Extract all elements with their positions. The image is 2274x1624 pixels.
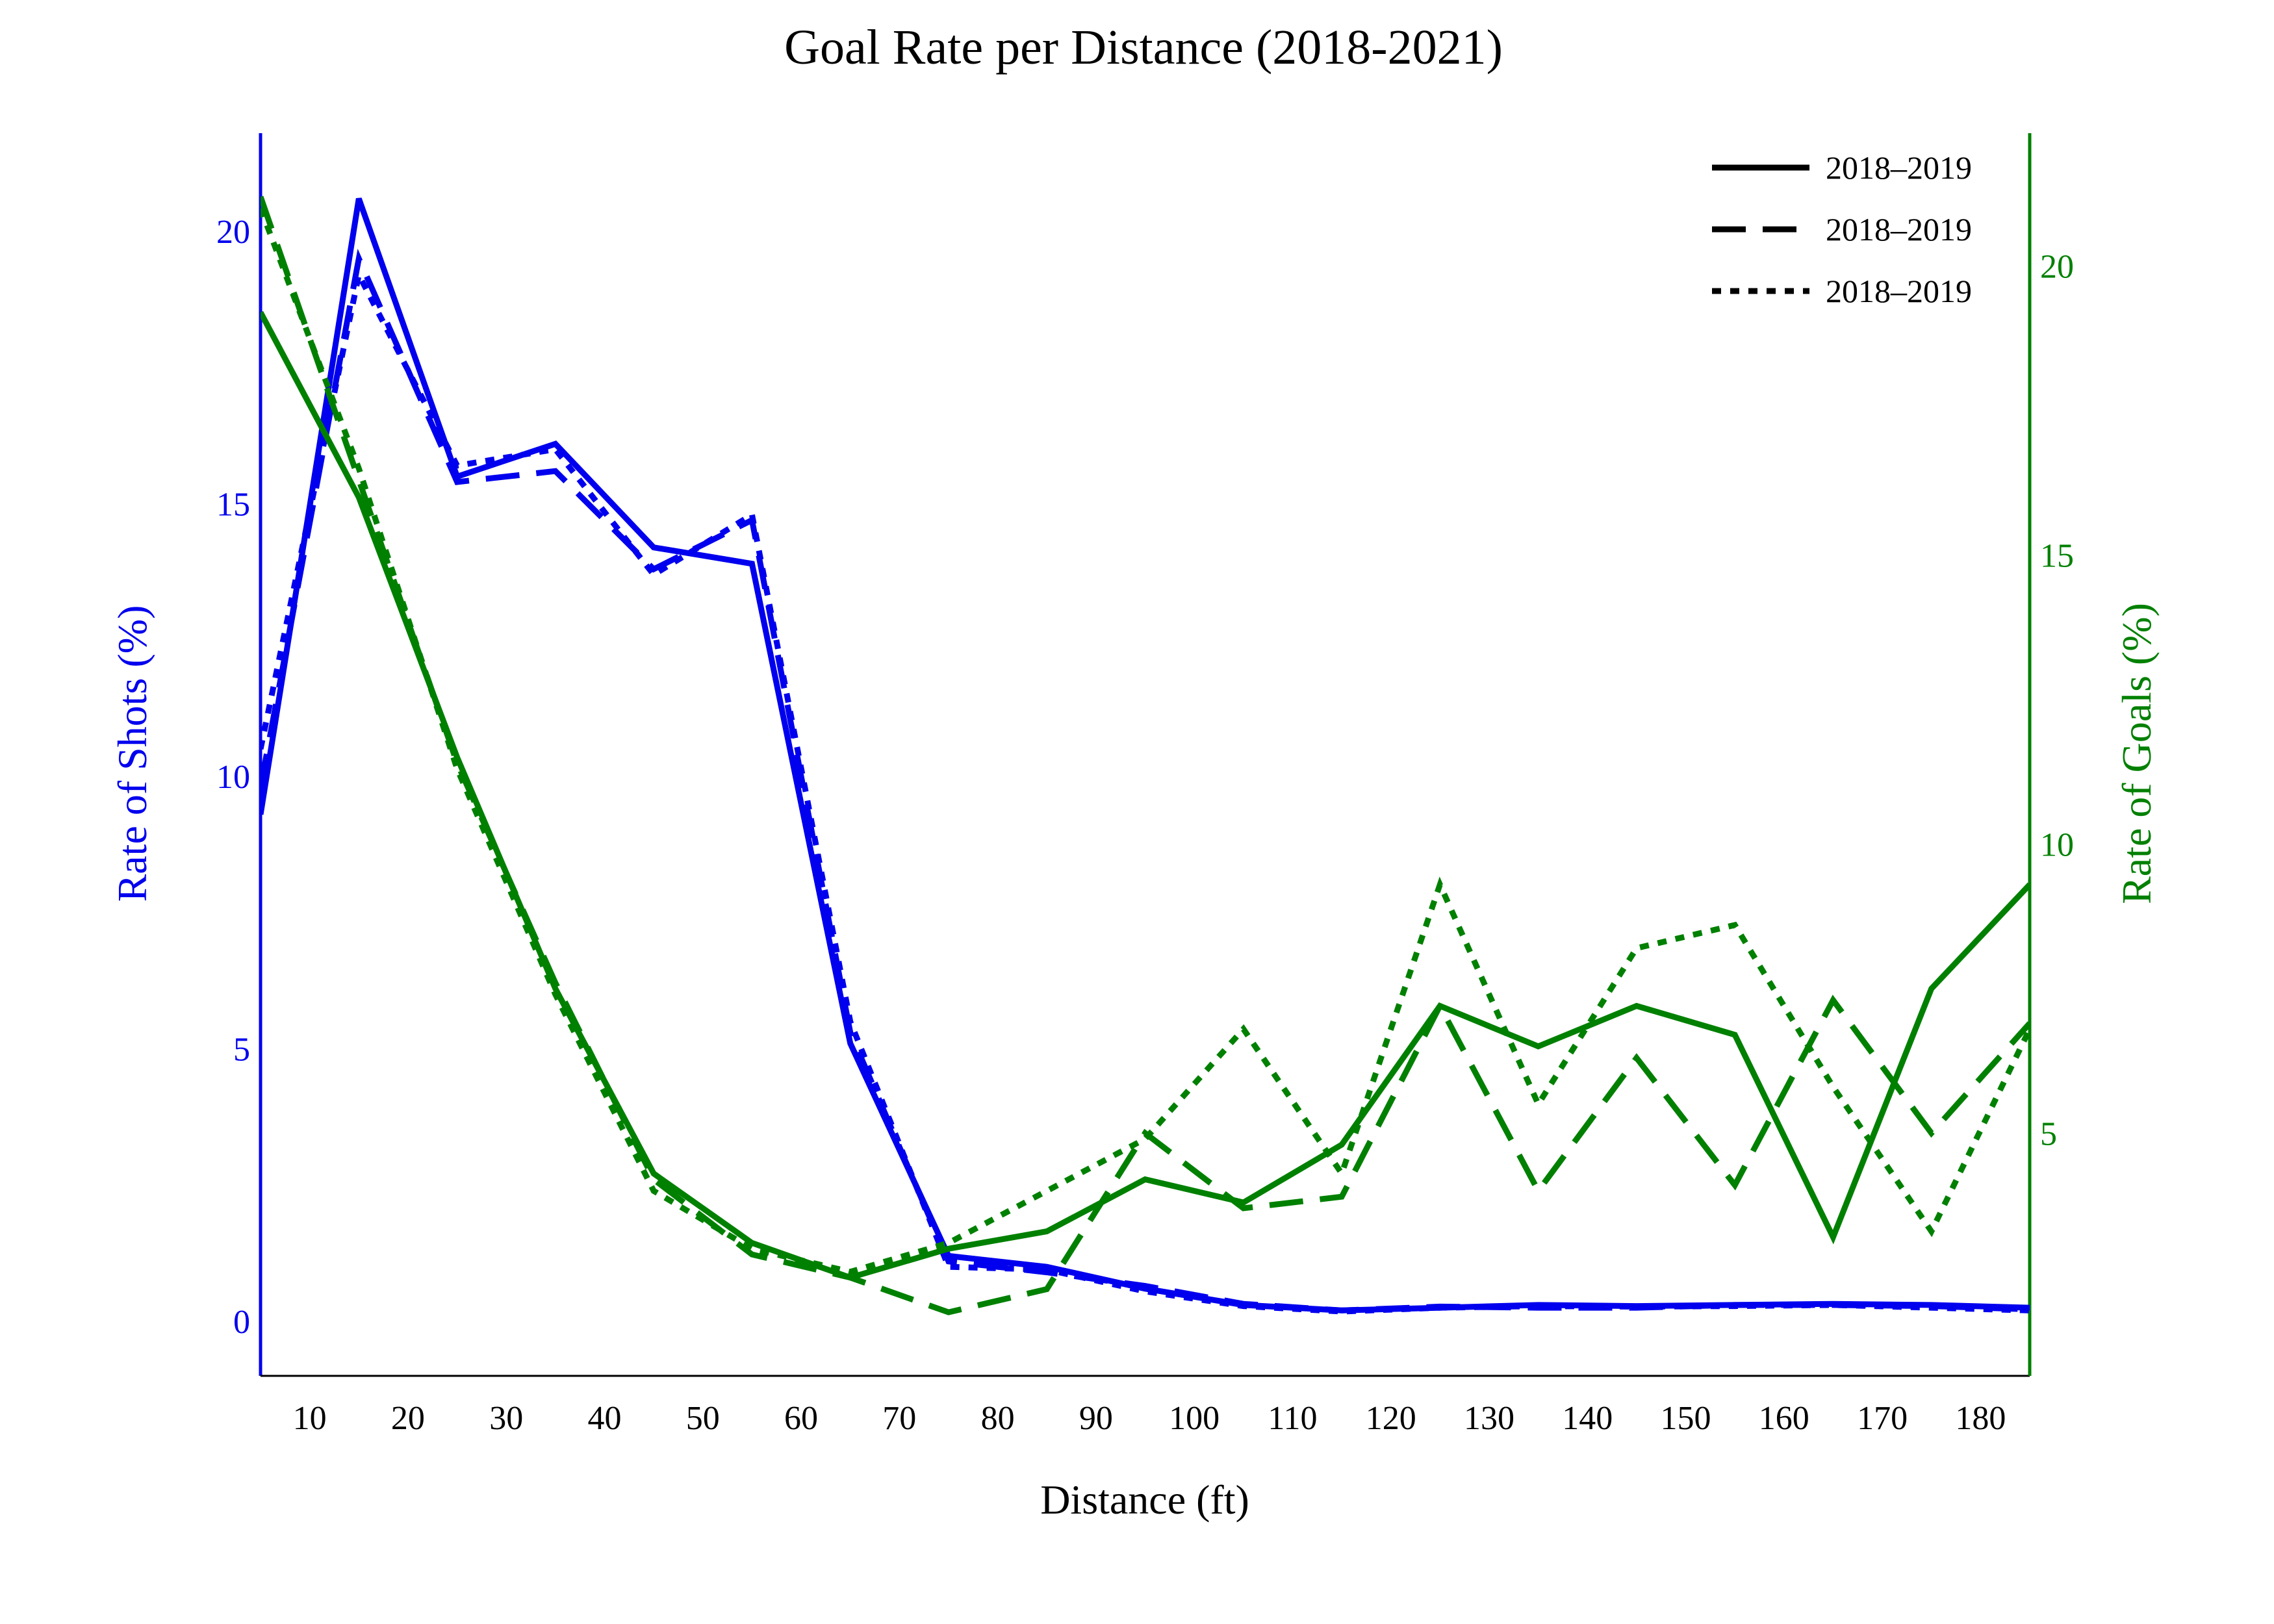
- x-tick-label: 150: [1661, 1400, 1711, 1437]
- x-tick-label: 160: [1759, 1400, 1809, 1437]
- y-left-tick-labels: 0 5 10 15 20: [216, 214, 250, 1341]
- x-tick-label: 130: [1464, 1400, 1514, 1437]
- x-tick-label: 120: [1366, 1400, 1416, 1437]
- chart-title: Goal Rate per Distance (2018-2021): [784, 20, 1503, 75]
- y-axis-right-label: Rate of Goals (%): [2114, 603, 2160, 904]
- y-left-tick-label: 10: [216, 759, 250, 796]
- legend-label: 2018–2019: [1826, 211, 1972, 247]
- legend-label: 2018–2019: [1826, 273, 1972, 309]
- series-lines: [261, 196, 2030, 1315]
- x-tick-label: 50: [686, 1400, 720, 1437]
- y-axis-left-label: Rate of Shots (%): [109, 605, 155, 902]
- y-right-tick-labels: 5 10 15 20: [2040, 249, 2074, 1153]
- x-tick-label: 100: [1169, 1400, 1220, 1437]
- x-tick-label: 170: [1857, 1400, 1908, 1437]
- x-tick-label: 140: [1562, 1400, 1613, 1437]
- goals-line-dash: [261, 196, 2030, 1315]
- y-left-tick-label: 5: [233, 1032, 250, 1069]
- shots-line-solid: [261, 197, 2030, 1313]
- x-tick-label: 10: [293, 1400, 327, 1437]
- y-right-tick-label: 10: [2040, 826, 2074, 863]
- goals-line-solid: [261, 311, 2030, 1281]
- x-tick-label: 40: [587, 1400, 621, 1437]
- x-tick-labels: 10 20 30 40 50 60 70 80 90 100 110 120 130 140 150 160 1…: [293, 1400, 2006, 1437]
- y-right-tick-label: 20: [2040, 249, 2074, 286]
- x-tick-label: 20: [391, 1400, 425, 1437]
- x-tick-label: 90: [1079, 1400, 1113, 1437]
- legend: 2018–2019 2018–2019 2018–2019: [1712, 149, 1972, 309]
- x-tick-label: 30: [489, 1400, 523, 1437]
- x-tick-label: 80: [981, 1400, 1015, 1437]
- y-right-tick-label: 15: [2040, 538, 2074, 575]
- y-left-tick-label: 15: [216, 487, 250, 524]
- goals-line-dot: [261, 207, 2030, 1275]
- legend-label: 2018–2019: [1826, 149, 1972, 186]
- y-right-tick-label: 5: [2040, 1115, 2057, 1152]
- shots-line-dot: [261, 266, 2030, 1315]
- x-tick-label: 110: [1268, 1400, 1317, 1437]
- shots-line-dash: [261, 248, 2030, 1313]
- y-left-tick-label: 20: [216, 214, 250, 251]
- x-axis-label: Distance (ft): [1040, 1477, 1249, 1523]
- x-tick-label: 180: [1955, 1400, 2006, 1437]
- x-tick-label: 70: [882, 1400, 916, 1437]
- x-tick-label: 60: [784, 1400, 818, 1437]
- y-left-tick-label: 0: [233, 1304, 250, 1341]
